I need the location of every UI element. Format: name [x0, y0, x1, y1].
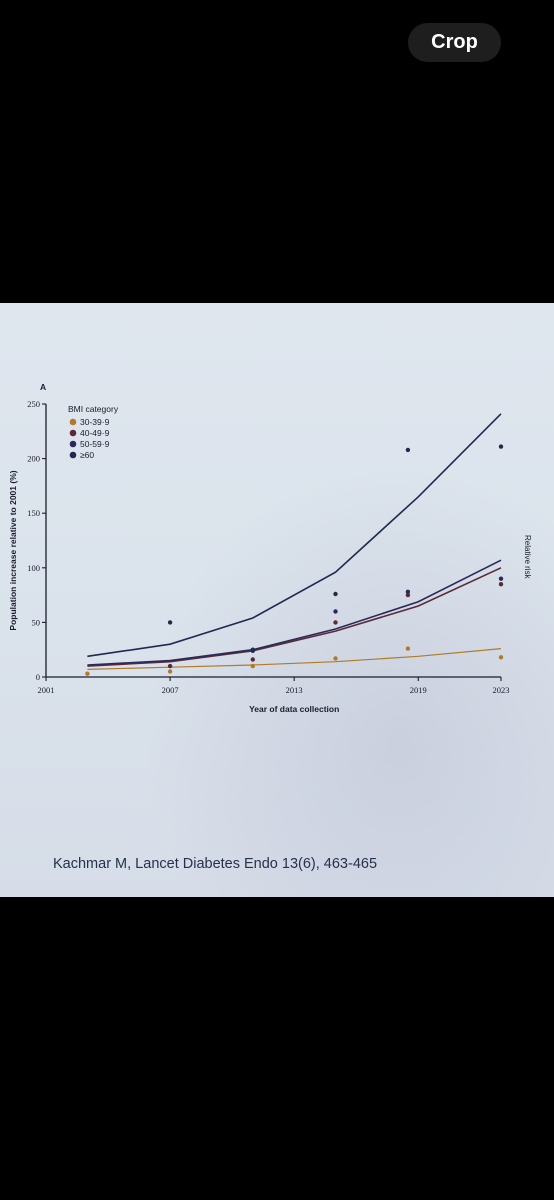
y-tick-label: 250: [27, 399, 40, 409]
data-point: [333, 609, 338, 614]
x-tick-label: 2013: [286, 685, 303, 695]
data-point: [167, 663, 173, 669]
legend-marker: [69, 429, 77, 437]
data-point: [498, 576, 504, 581]
y-tick-label: 100: [27, 563, 40, 573]
data-point: [167, 620, 173, 625]
data-point: [85, 671, 90, 676]
cropped-axis-label: Relative risk: [523, 535, 532, 579]
trend-line: [87, 567, 502, 667]
y-axis-title: Population increase relative to 2001 (%): [8, 470, 18, 630]
legend-label: 50-59·9: [80, 439, 110, 449]
data-point: [333, 656, 338, 661]
chart-svg: 0 50 100 150 200 250 2001 2007 2013 2019 2023 Year …: [8, 382, 510, 714]
crop-button[interactable]: Crop: [408, 23, 501, 62]
data-point: [498, 655, 504, 660]
legend-title: BMI category: [68, 404, 119, 414]
data-point: [167, 669, 173, 674]
data-point: [250, 663, 255, 669]
x-tick-label: 2001: [38, 685, 55, 695]
x-tick-label: 2007: [162, 685, 179, 695]
legend-marker: [69, 418, 77, 426]
legend-label: 40-49·9: [80, 428, 110, 438]
data-point: [333, 620, 338, 625]
data-point: [405, 646, 411, 651]
data-point: [498, 444, 504, 449]
legend-marker: [69, 440, 77, 448]
x-tick-label: 2023: [493, 685, 510, 695]
trend-line: [87, 413, 502, 658]
y-tick-label: 50: [32, 617, 41, 627]
legend-marker: [69, 451, 77, 459]
trend-line: [87, 559, 502, 666]
data-point: [405, 592, 411, 598]
data-point: [333, 591, 338, 597]
y-tick-label: 0: [36, 672, 40, 682]
data-point: [250, 647, 255, 652]
x-axis-title: Year of data collection: [249, 704, 339, 714]
data-point: [250, 657, 255, 662]
data-point: [405, 447, 411, 453]
legend-label: 30-39·9: [80, 417, 110, 427]
y-tick-label: 200: [27, 454, 40, 464]
trend-line: [87, 648, 502, 670]
chart-photo: 0 50 100 150 200 250 2001 2007 2013 2019 2023 Year …: [0, 303, 554, 897]
data-point: [405, 589, 411, 594]
data-point: [498, 582, 504, 587]
citation-text: Kachmar M, Lancet Diabetes Endo 13(6), 4…: [53, 856, 378, 872]
x-tick-label: 2019: [410, 685, 427, 695]
legend-label: ≥60: [80, 450, 94, 460]
y-tick-label: 150: [27, 508, 40, 518]
panel-label: A: [40, 382, 46, 392]
